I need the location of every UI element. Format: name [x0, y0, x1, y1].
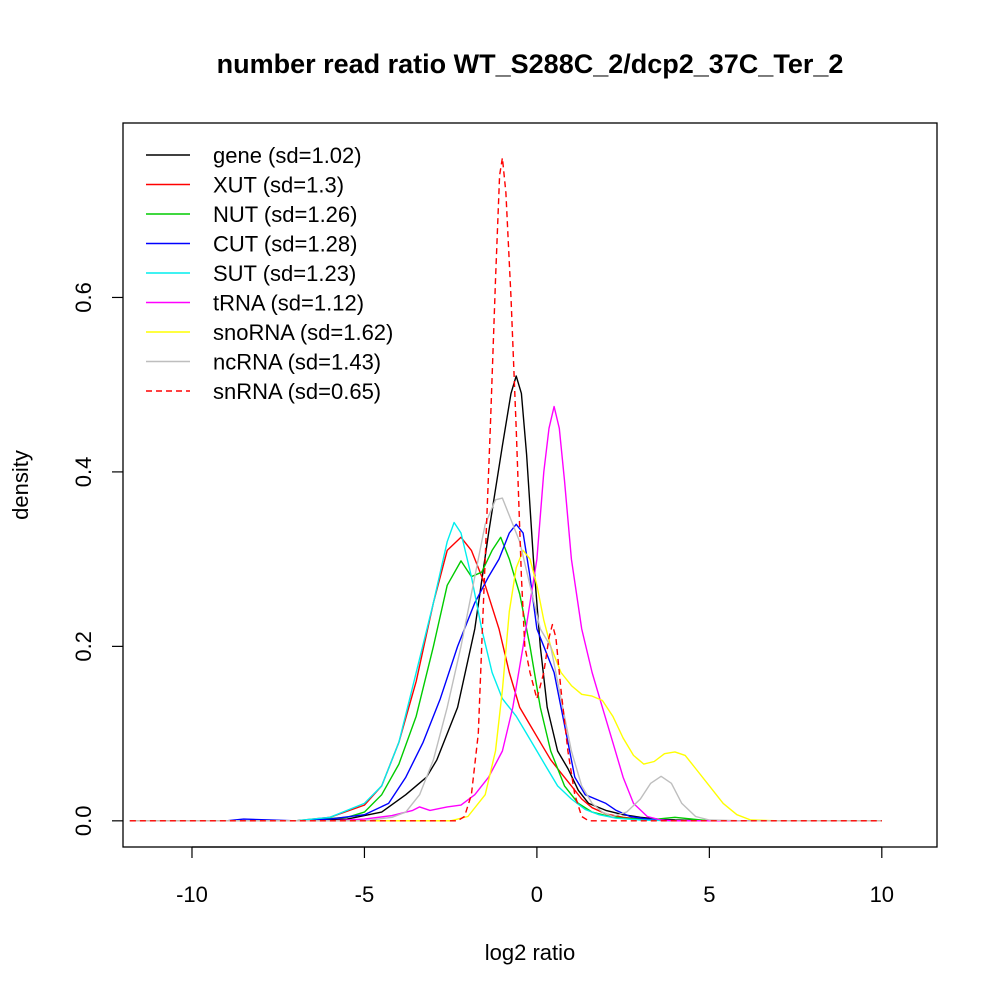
legend-label-5: tRNA (sd=1.12) [213, 291, 364, 316]
legend: gene (sd=1.02) XUT (sd=1.3) NUT (sd=1.26) C… [146, 143, 393, 404]
series-line-0 [129, 375, 882, 822]
y-axis-label: density [8, 450, 33, 520]
y-tick-label: 0.0 [71, 806, 96, 837]
x-tick-label: 0 [531, 882, 543, 907]
y-axis: 0.0 0.2 0.4 0.6 [71, 282, 123, 836]
legend-label-3: CUT (sd=1.28) [213, 232, 357, 257]
x-tick-label: -10 [176, 882, 208, 907]
x-axis-label: log2 ratio [485, 940, 576, 965]
legend-label-8: snRNA (sd=0.65) [213, 379, 381, 404]
y-tick-label: 0.4 [71, 457, 96, 488]
series-line-4 [129, 521, 882, 822]
y-tick-label: 0.6 [71, 282, 96, 313]
series-line-6 [129, 549, 882, 822]
legend-label-1: XUT (sd=1.3) [213, 173, 344, 198]
series-line-1 [129, 536, 882, 822]
series-line-2 [129, 536, 882, 822]
legend-label-0: gene (sd=1.02) [213, 143, 362, 168]
legend-label-7: ncRNA (sd=1.43) [213, 350, 381, 375]
series-line-5 [129, 405, 882, 822]
series-line-7 [129, 497, 882, 822]
x-tick-label: 5 [703, 882, 715, 907]
y-tick-label: 0.2 [71, 631, 96, 662]
x-tick-label: -5 [355, 882, 375, 907]
legend-label-2: NUT (sd=1.26) [213, 202, 357, 227]
x-tick-label: 10 [870, 882, 894, 907]
legend-label-6: snoRNA (sd=1.62) [213, 320, 393, 345]
series-line-8 [129, 157, 882, 822]
x-axis: -10 -5 0 5 10 [176, 846, 894, 907]
chart-title: number read ratio WT_S288C_2/dcp2_37C_Te… [217, 49, 844, 79]
legend-label-4: SUT (sd=1.23) [213, 261, 356, 286]
plot-lines [129, 157, 882, 822]
series-line-3 [129, 523, 882, 822]
